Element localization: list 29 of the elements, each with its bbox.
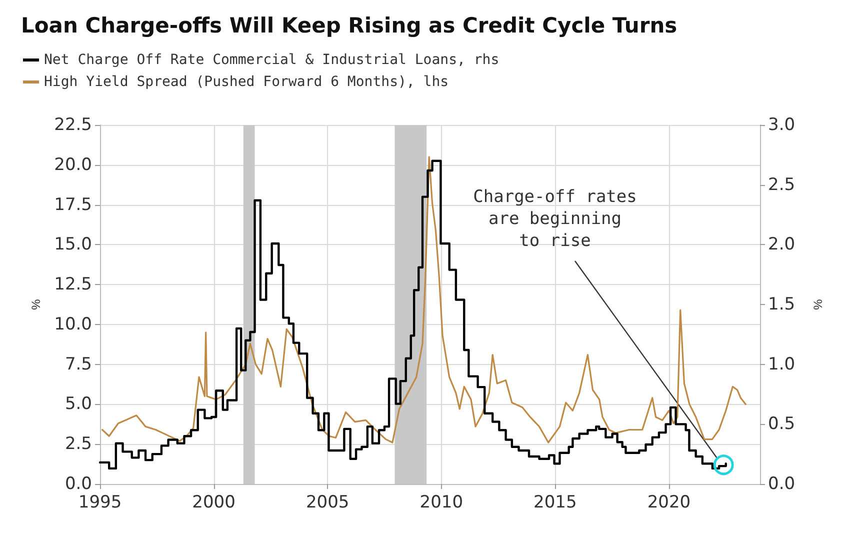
y2-tick-label: 1.5	[768, 294, 796, 314]
y-tick-label: 5.0	[64, 394, 92, 414]
chart-title: Loan Charge-offs Will Keep Rising as Credit Cycle Turns	[21, 14, 678, 38]
y2-tick-label: 2.0	[768, 234, 796, 255]
y2-tick-label: 0.0	[768, 474, 796, 494]
y-tick-label: 15.0	[54, 234, 92, 255]
x-tick-label: 2010	[420, 492, 464, 512]
legend-label: Net Charge Off Rate Commercial & Industrial Loans, rhs	[44, 52, 500, 68]
annotation: Charge-off rates are beginning to rise	[473, 187, 637, 251]
y2-tick-label: 0.5	[768, 414, 796, 434]
y2-tick-label: 1.0	[768, 354, 796, 374]
legend-label: High Yield Spread (Pushed Forward 6 Months), lhs	[44, 74, 449, 90]
y-tick-label: 10.0	[54, 314, 92, 334]
y-tick-label: 0.0	[64, 474, 92, 494]
y2-tick-label: 3.0	[768, 115, 796, 135]
y-tick-label: 22.5	[54, 115, 92, 135]
y-tick-label: 17.5	[54, 194, 92, 215]
y-axis-title: %	[29, 298, 43, 310]
y-tick-label: 2.5	[64, 434, 92, 454]
y2-axis-title: %	[811, 298, 825, 310]
y-tick-label: 12.5	[54, 274, 92, 295]
y2-tick-label: 2.5	[768, 174, 796, 195]
x-tick-label: 2015	[534, 492, 577, 512]
y-tick-label: 7.5	[64, 354, 92, 374]
x-tick-label: 2020	[647, 492, 691, 512]
x-tick-label: 1995	[78, 492, 122, 512]
x-tick-label: 2005	[306, 492, 350, 512]
y-tick-label: 20.0	[54, 154, 92, 175]
x-tick-label: 2000	[192, 492, 236, 512]
